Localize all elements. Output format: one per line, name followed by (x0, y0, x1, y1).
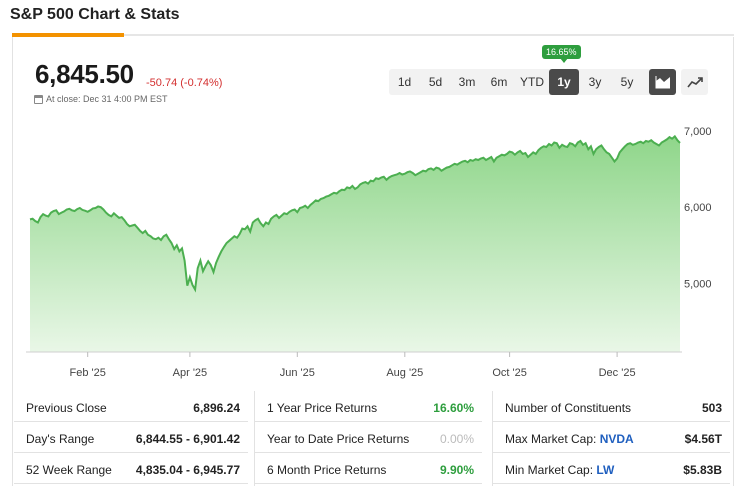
range-1y[interactable]: 1y (549, 69, 579, 95)
calendar-icon (34, 94, 43, 104)
range-3y[interactable]: 3y (588, 75, 602, 89)
x-tick-label: Apr '25 (173, 367, 208, 379)
stat-52-week-range: 52 Week Range 4,835.04 - 6,945.77 (14, 453, 248, 484)
price-area-fill (30, 136, 680, 352)
stats-column-constituents: Number of Constituents 503 Max Market Ca… (492, 391, 730, 486)
x-tick-label: Dec '25 (599, 367, 636, 379)
stat-max-market-cap: Max Market Cap: NVDA $4.56T (493, 422, 730, 453)
stat-label: 52 Week Range (26, 463, 112, 477)
stat-ytd-return: Year to Date Price Returns 0.00% (255, 422, 482, 453)
stat-label: Previous Close (26, 401, 107, 415)
ticker-link-lw[interactable]: LW (596, 463, 615, 477)
area-chart-icon (655, 76, 670, 89)
stat-value: 0.00% (439, 432, 474, 446)
stat-label: Max Market Cap: NVDA (505, 432, 634, 446)
stats-column-prices: Previous Close 6,896.24 Day's Range 6,84… (14, 391, 248, 486)
page-title: S&P 500 Chart & Stats (10, 6, 180, 23)
range-return-badge: 16.65% (542, 45, 581, 59)
line-chart-button[interactable] (681, 69, 708, 95)
x-tick-label: Aug '25 (386, 367, 423, 379)
chart-card (12, 37, 734, 486)
area-chart-button[interactable] (649, 69, 676, 95)
y-tick-label: 5,000 (684, 278, 712, 290)
stat-value: $4.56T (684, 432, 722, 446)
stat-value: 6,844.55 - 6,901.42 (135, 432, 240, 446)
stat-label-text: Min Market Cap: (505, 463, 594, 477)
stat-label: Number of Constituents (505, 401, 632, 415)
close-time: At close: Dec 31 4:00 PM EST (34, 94, 168, 104)
stat-1y-return: 1 Year Price Returns 16.60% (255, 391, 482, 422)
stat-label-text: Max Market Cap: (505, 432, 597, 446)
stat-value: 503 (701, 401, 722, 415)
price-change: -50.74 (-0.74%) (146, 77, 223, 89)
stat-value: $5.83B (683, 463, 722, 477)
tab-underline-track (12, 34, 734, 36)
x-tick-label: Jun '25 (280, 367, 315, 379)
stats-column-returns: 1 Year Price Returns 16.60% Year to Date… (254, 391, 482, 486)
stat-label: 6 Month Price Returns (267, 463, 387, 477)
stat-6m-return: 6 Month Price Returns 9.90% (255, 453, 482, 484)
stat-constituents: Number of Constituents 503 (493, 391, 730, 422)
stat-value: 16.60% (433, 401, 474, 415)
current-price: 6,845.50 (35, 59, 134, 89)
range-selector: 1d 5d 3m 6m YTD 1y 3y 5y (389, 69, 675, 95)
stat-value: 9.90% (439, 463, 474, 477)
range-5y[interactable]: 5y (620, 75, 634, 89)
tab-underline-active (12, 33, 124, 37)
stat-min-market-cap: Min Market Cap: LW $5.83B (493, 453, 730, 484)
stat-value: 4,835.04 - 6,945.77 (135, 463, 240, 477)
stat-days-range: Day's Range 6,844.55 - 6,901.42 (14, 422, 248, 453)
y-tick-label: 6,000 (684, 202, 712, 214)
stat-label: Min Market Cap: LW (505, 463, 614, 477)
range-6m[interactable]: 6m (490, 75, 508, 89)
stat-previous-close: Previous Close 6,896.24 (14, 391, 248, 422)
range-1d[interactable]: 1d (397, 75, 412, 89)
price-series-line (29, 134, 681, 293)
stat-label: Year to Date Price Returns (267, 432, 410, 446)
stat-value: 6,896.24 (193, 401, 240, 415)
stat-label: Day's Range (26, 432, 95, 446)
close-time-label: At close: Dec 31 4:00 PM EST (46, 94, 168, 104)
stats-table: Previous Close 6,896.24 Day's Range 6,84… (14, 391, 734, 486)
price-chart[interactable]: 7,000 6,000 5,000 Feb '25 Apr '25 Jun '25 Aug … (0, 0, 741, 390)
stat-label: 1 Year Price Returns (267, 401, 378, 415)
x-tick-label: Feb '25 (70, 367, 106, 379)
badge-pointer (560, 58, 568, 63)
range-3m[interactable]: 3m (458, 75, 476, 89)
line-chart-icon (686, 77, 703, 88)
y-tick-label: 7,000 (684, 126, 712, 138)
ticker-link-nvda[interactable]: NVDA (599, 432, 634, 446)
x-tick-label: Oct '25 (492, 367, 527, 379)
range-5d[interactable]: 5d (428, 75, 443, 89)
range-ytd[interactable]: YTD (520, 75, 544, 89)
